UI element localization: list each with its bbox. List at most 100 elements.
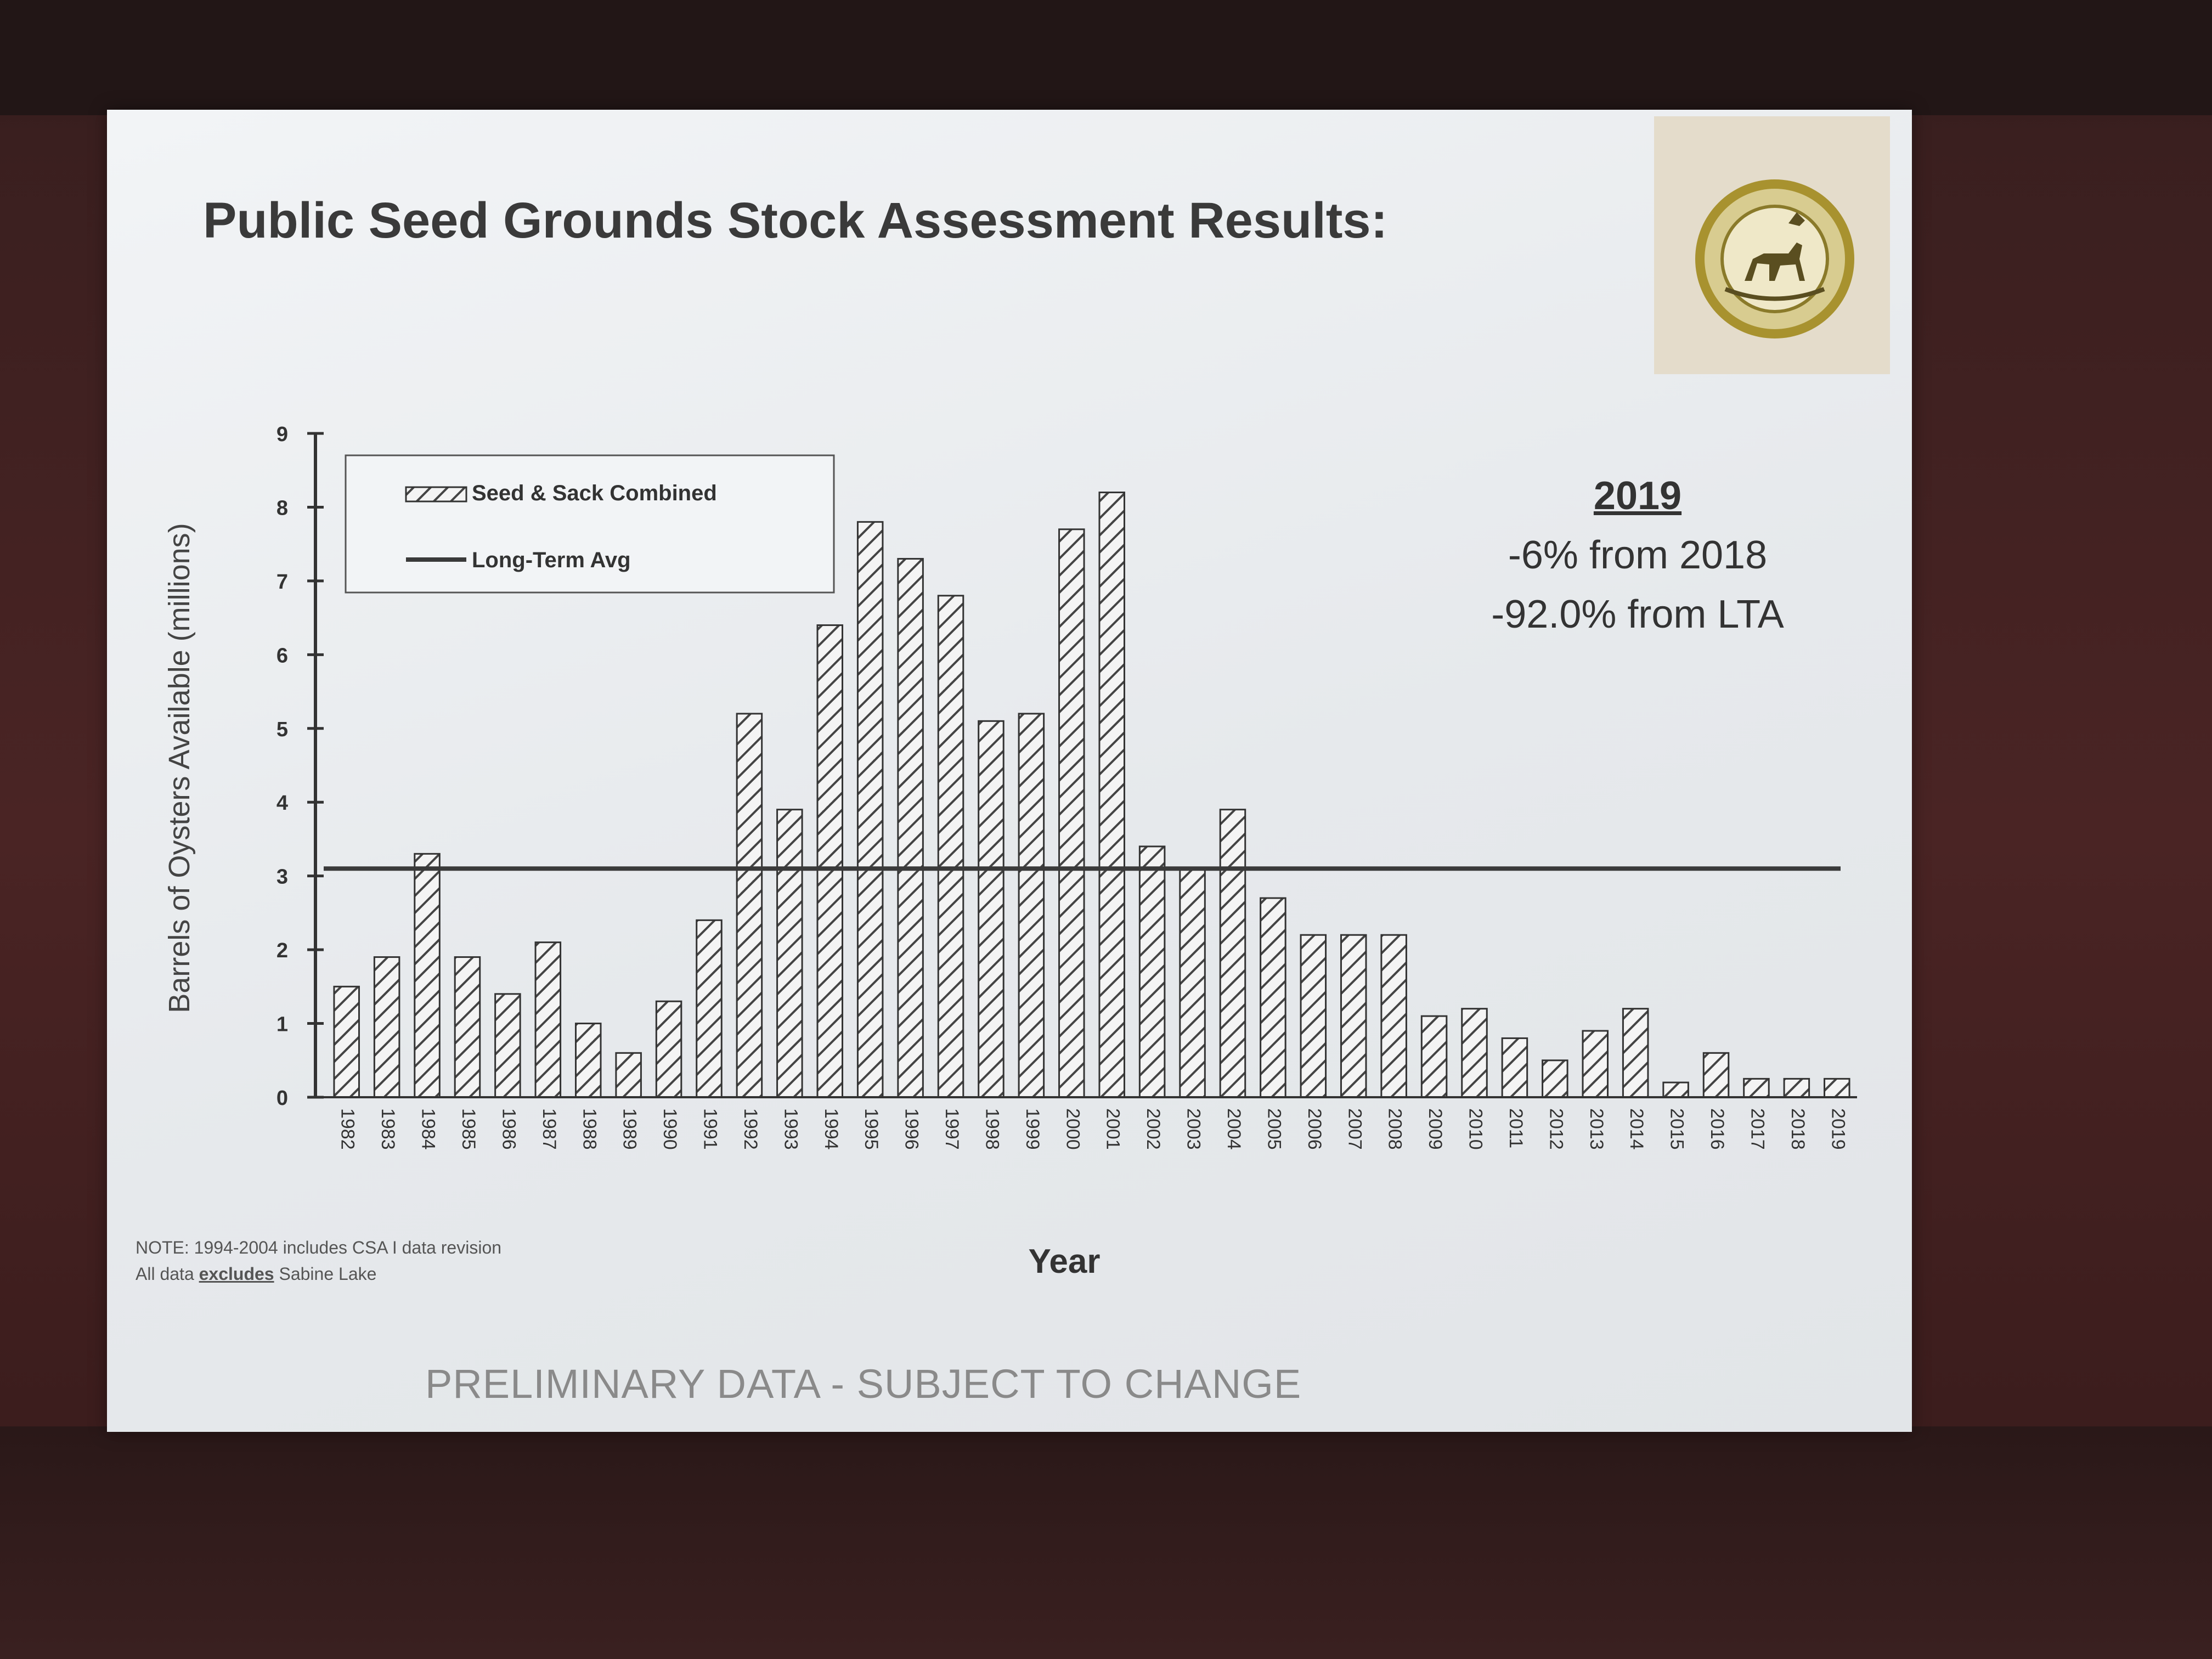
bar-2002: [1138, 845, 1166, 1098]
x-tick-label: 1984: [418, 1108, 439, 1150]
bar-1982: [333, 985, 360, 1098]
bar-1999: [1018, 713, 1045, 1098]
bars-group: [333, 492, 1850, 1098]
x-tick-label: 2000: [1062, 1108, 1083, 1150]
x-tick-label: 1998: [981, 1108, 1002, 1150]
bar-2015: [1662, 1081, 1689, 1098]
y-tick-label: 0: [276, 1087, 288, 1110]
x-tick-label: 1987: [539, 1108, 560, 1150]
bar-1990: [655, 1000, 682, 1098]
x-tick-label: 2006: [1304, 1108, 1325, 1150]
bar-1993: [776, 809, 803, 1098]
bar-1997: [937, 595, 964, 1098]
bar-2011: [1501, 1037, 1528, 1098]
bar-2003: [1179, 867, 1206, 1098]
x-tick-label: 2002: [1143, 1108, 1164, 1150]
annotation-2019: 2019 -6% from 2018 -92.0% from LTA: [1457, 466, 1819, 644]
y-axis-label: Barrels of Oysters Available (millions): [163, 523, 196, 1013]
x-tick-label: 1997: [941, 1108, 962, 1150]
y-tick-label: 3: [276, 866, 288, 889]
x-tick-label: 2008: [1385, 1108, 1406, 1150]
bar-1983: [373, 956, 400, 1098]
legend-label-bars: Seed & Sack Combined: [472, 481, 717, 505]
slide-title: Public Seed Grounds Stock Assessment Res…: [203, 193, 1388, 249]
bar-2018: [1783, 1077, 1810, 1098]
x-tick-label: 2013: [1586, 1108, 1607, 1150]
x-tick-label: 1985: [458, 1108, 479, 1150]
x-tick-label: 2017: [1747, 1108, 1768, 1150]
bar-1995: [856, 521, 884, 1098]
x-tick-label: 1988: [579, 1108, 600, 1150]
bar-2014: [1622, 1008, 1649, 1098]
bar-2009: [1420, 1015, 1448, 1098]
bar-1985: [454, 956, 481, 1098]
bar-2008: [1380, 934, 1407, 1098]
y-tick-label: 8: [276, 496, 288, 520]
annotation-year: 2019: [1593, 474, 1682, 518]
footnote-line-2: All data excludes Sabine Lake: [136, 1264, 377, 1284]
louisiana-wildlife-fisheries-seal-icon: [1695, 179, 1854, 338]
x-tick-label: 1986: [498, 1108, 519, 1150]
projector-frame-bottom: [0, 1426, 2212, 1659]
legend-swatch-bars: [405, 486, 467, 503]
x-tick-label: 2018: [1787, 1108, 1808, 1150]
bar-1996: [897, 558, 924, 1098]
y-tick-label: 2: [276, 939, 288, 962]
bar-2006: [1300, 934, 1327, 1098]
bar-1991: [696, 919, 723, 1098]
x-tick-label: 2004: [1223, 1108, 1244, 1150]
x-axis-label: Year: [1028, 1243, 1100, 1280]
x-tick-label: 2009: [1425, 1108, 1446, 1150]
x-tick-label: 2001: [1103, 1108, 1124, 1150]
x-tick-label: 1983: [377, 1108, 398, 1150]
bar-2001: [1098, 492, 1125, 1098]
x-tick-label: 2011: [1505, 1108, 1526, 1148]
preliminary-disclaimer: PRELIMINARY DATA - SUBJECT TO CHANGE: [425, 1361, 1302, 1407]
bar-1994: [816, 624, 844, 1098]
bar-1986: [494, 993, 521, 1098]
x-tick-label: 1996: [901, 1108, 922, 1150]
legend-label-avg: Long-Term Avg: [472, 548, 631, 572]
x-tick-label: 1982: [337, 1108, 358, 1150]
x-tick-label: 1990: [659, 1108, 680, 1150]
x-tick-label: 2005: [1263, 1108, 1284, 1150]
x-tick-label: 1991: [700, 1108, 721, 1150]
x-ticks-group: 1982 1983 1984 1985 1986 1987 1988 1989 1990 1991…: [337, 1108, 1849, 1150]
bar-2010: [1461, 1008, 1488, 1098]
x-tick-label: 1994: [821, 1108, 842, 1150]
bar-2000: [1058, 528, 1085, 1098]
y-tick-label: 6: [276, 644, 288, 667]
x-tick-label: 2015: [1667, 1108, 1688, 1150]
annotation-line-1: -6% from 2018: [1508, 533, 1768, 577]
x-tick-label: 2012: [1545, 1108, 1566, 1150]
bar-1988: [574, 1023, 602, 1098]
x-tick-label: 2019: [1827, 1108, 1848, 1150]
bar-1989: [615, 1052, 642, 1098]
footnote: NOTE: 1994-2004 includes CSA I data revi…: [136, 1234, 501, 1287]
projector-frame-top: [0, 0, 2212, 115]
bar-1992: [736, 713, 763, 1098]
bar-2017: [1743, 1077, 1770, 1098]
x-tick-label: 1999: [1022, 1108, 1043, 1150]
x-tick-label: 1993: [780, 1108, 801, 1150]
bar-2019: [1824, 1077, 1850, 1098]
bar-1998: [978, 720, 1005, 1098]
bar-1987: [534, 941, 562, 1098]
x-tick-label: 1992: [740, 1108, 761, 1150]
annotation-line-2: -92.0% from LTA: [1491, 592, 1784, 636]
bar-2012: [1542, 1059, 1568, 1098]
y-ticks-group: 0 1 2 3 4 5 6 7 8 9: [276, 423, 324, 1110]
x-tick-label: 1995: [861, 1108, 882, 1150]
x-tick-label: 2010: [1465, 1108, 1486, 1150]
y-tick-label: 7: [276, 571, 288, 594]
x-tick-label: 2003: [1183, 1108, 1204, 1150]
bar-2004: [1219, 809, 1246, 1098]
slide: Public Seed Grounds Stock Assessment Res…: [107, 110, 1912, 1432]
x-tick-label: 1989: [619, 1108, 640, 1150]
footnote-line-1: NOTE: 1994-2004 includes CSA I data revi…: [136, 1238, 502, 1257]
legend: Seed & Sack Combined Long-Term Avg: [345, 454, 835, 594]
y-tick-label: 4: [276, 792, 288, 815]
x-tick-label: 2007: [1344, 1108, 1365, 1150]
y-tick-label: 9: [276, 423, 288, 446]
